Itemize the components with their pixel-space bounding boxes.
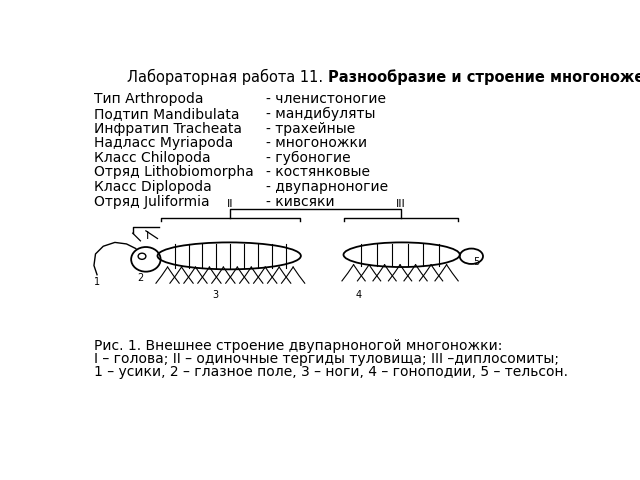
Text: Отряд Juliformia: Отряд Juliformia [94, 195, 209, 209]
Text: Тип Arthropoda: Тип Arthropoda [94, 92, 204, 106]
Text: 1 – усики, 2 – глазное поле, 3 – ноги, 4 – гоноподии, 5 – тельсон.: 1 – усики, 2 – глазное поле, 3 – ноги, 4… [94, 365, 568, 379]
Text: Рис. 1. Внешнее строение двупарноногой многоножки:: Рис. 1. Внешнее строение двупарноногой м… [94, 339, 502, 353]
Text: II: II [227, 199, 234, 208]
Text: I – голова; II – одиночные тергиды туловища; III –диплосомиты;: I – голова; II – одиночные тергиды тулов… [94, 352, 559, 366]
Text: Инфратип Tracheata: Инфратип Tracheata [94, 121, 242, 135]
Text: - кивсяки: - кивсяки [266, 195, 335, 209]
Text: 2: 2 [138, 273, 143, 283]
Text: Надласс Myriapoda: Надласс Myriapoda [94, 136, 233, 150]
Text: - мандибуляты: - мандибуляты [266, 107, 376, 121]
Text: Подтип Mandibulata: Подтип Mandibulata [94, 107, 239, 121]
Text: Лабораторная работа 11.: Лабораторная работа 11. [127, 69, 328, 85]
Text: Отряд Lithobiomorpha: Отряд Lithobiomorpha [94, 166, 253, 180]
Text: - двупарноногие: - двупарноногие [266, 180, 388, 194]
Text: - костянковые: - костянковые [266, 166, 370, 180]
Text: Класс Chilopoda: Класс Chilopoda [94, 151, 211, 165]
Text: - многоножки: - многоножки [266, 136, 367, 150]
Text: - трахейные: - трахейные [266, 121, 355, 135]
Text: Разнообразие и строение многоножек и насекомых: Разнообразие и строение многоножек и нас… [328, 69, 640, 85]
Text: - губоногие: - губоногие [266, 151, 351, 165]
Text: Класс Diplopoda: Класс Diplopoda [94, 180, 212, 194]
Text: 5: 5 [474, 257, 480, 267]
Text: 1: 1 [94, 277, 100, 287]
Text: 3: 3 [212, 290, 219, 300]
Text: - членистоногие: - членистоногие [266, 92, 386, 106]
Text: III: III [396, 199, 406, 208]
Text: I: I [146, 231, 149, 241]
Text: 4: 4 [356, 290, 362, 300]
